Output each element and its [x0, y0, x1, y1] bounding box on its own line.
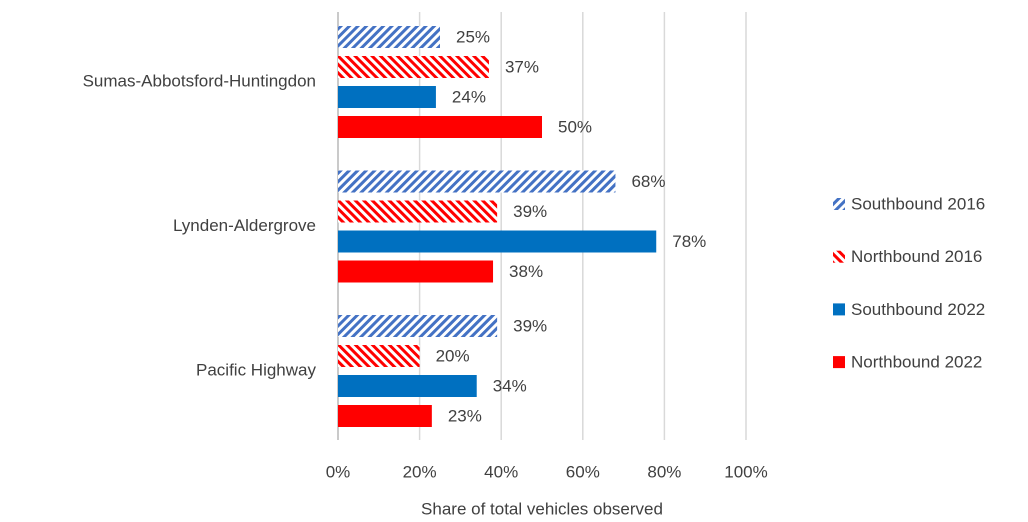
- x-axis-title: Share of total vehicles observed: [421, 499, 663, 518]
- value-label: 25%: [456, 27, 490, 46]
- legend-swatch: [833, 303, 845, 316]
- legend-label: Southbound 2022: [851, 300, 985, 319]
- x-tick-label: 100%: [724, 462, 767, 481]
- value-label: 68%: [631, 172, 665, 191]
- bar: [338, 260, 494, 283]
- bar: [338, 345, 420, 367]
- bar: [338, 375, 477, 397]
- bar: [338, 230, 657, 253]
- x-tick-label: 20%: [403, 462, 437, 481]
- value-label: 20%: [436, 346, 470, 365]
- y-tick-label: Lynden-Aldergrove: [173, 216, 316, 235]
- bar: [338, 116, 542, 138]
- legend-swatch: [833, 250, 845, 263]
- bar: [338, 405, 432, 427]
- legend-swatch: [833, 356, 845, 369]
- legend-label: Northbound 2016: [851, 247, 982, 266]
- value-label: 24%: [452, 87, 486, 106]
- bar: [338, 56, 489, 78]
- bar: [338, 26, 440, 48]
- value-label: 23%: [448, 406, 482, 425]
- bar: [338, 170, 616, 193]
- value-label: 38%: [509, 262, 543, 281]
- y-tick-label: Pacific Highway: [196, 360, 316, 379]
- value-label: 39%: [513, 316, 547, 335]
- x-tick-label: 0%: [326, 462, 351, 481]
- x-tick-label: 80%: [647, 462, 681, 481]
- bar: [338, 86, 436, 108]
- value-label: 78%: [672, 232, 706, 251]
- x-tick-label: 60%: [566, 462, 600, 481]
- value-label: 37%: [505, 57, 539, 76]
- bar: [338, 200, 498, 223]
- legend-swatch: [833, 198, 845, 210]
- x-tick-label: 40%: [484, 462, 518, 481]
- legend-label: Northbound 2022: [851, 353, 982, 372]
- bar: [338, 315, 498, 337]
- value-label: 34%: [493, 376, 527, 395]
- value-label: 50%: [558, 117, 592, 136]
- y-tick-label: Sumas-Abbotsford-Huntingdon: [83, 71, 316, 90]
- value-label: 39%: [513, 202, 547, 221]
- legend-label: Southbound 2016: [851, 194, 985, 213]
